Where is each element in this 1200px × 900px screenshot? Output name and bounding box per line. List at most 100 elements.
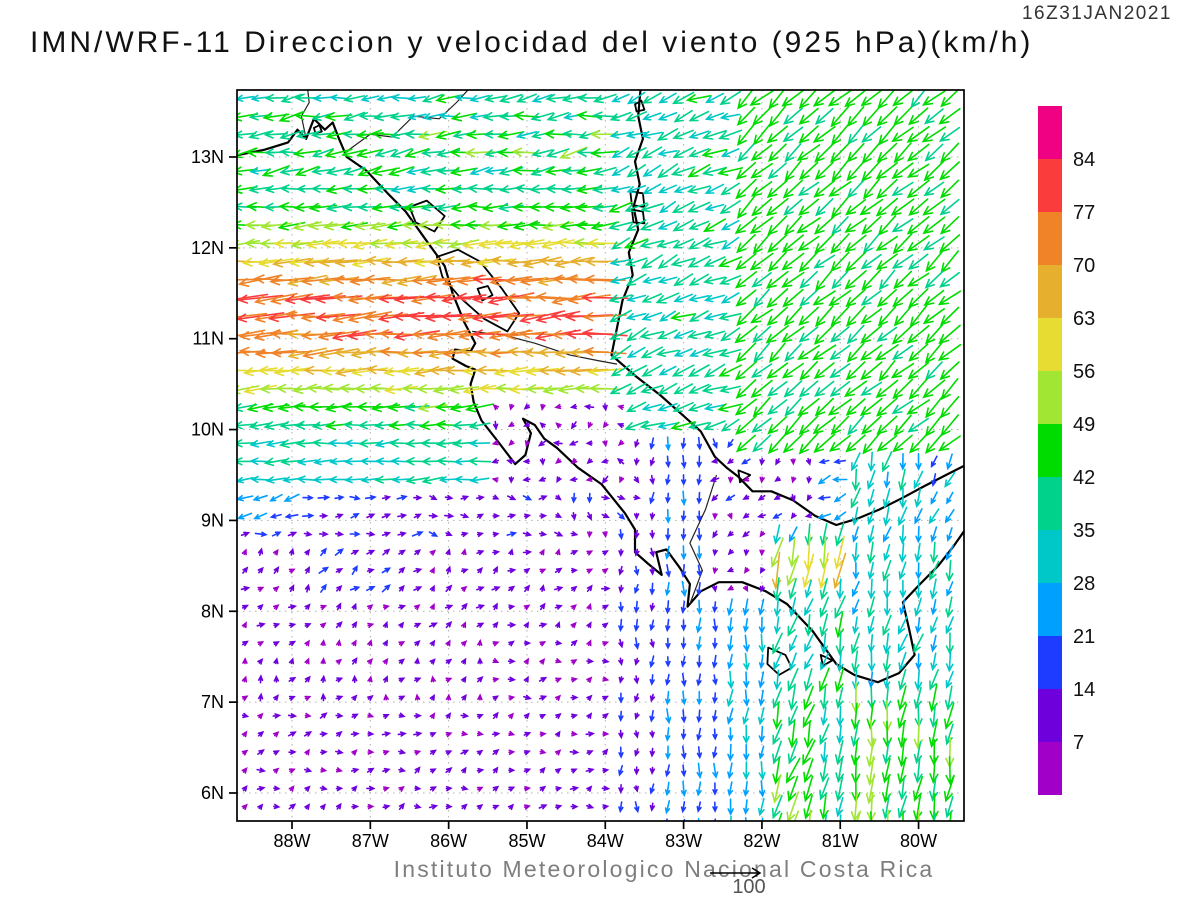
wind-arrow xyxy=(727,635,734,652)
wind-arrow xyxy=(922,379,946,399)
wind-arrow xyxy=(712,549,718,557)
wind-arrow xyxy=(530,166,555,176)
wind-arrow xyxy=(414,785,422,791)
y-axis-label: 12N xyxy=(191,238,224,258)
wind-arrow xyxy=(586,676,593,683)
wind-arrow xyxy=(703,330,726,339)
wind-arrow xyxy=(734,271,757,289)
wind-arrow xyxy=(913,470,924,490)
wind-arrow xyxy=(387,166,415,177)
wind-arrow xyxy=(626,185,646,194)
wind-arrow xyxy=(796,144,821,161)
wind-arrow xyxy=(703,363,726,378)
wind-arrow xyxy=(859,198,884,216)
wind-arrow xyxy=(367,804,375,810)
colorbar-label: 14 xyxy=(1073,679,1095,701)
wind-arrow xyxy=(434,402,462,412)
wind-arrow xyxy=(804,614,813,637)
wind-arrow xyxy=(290,239,324,249)
wind-arrow xyxy=(736,233,756,254)
wind-arrow xyxy=(273,674,280,683)
wind-arrow xyxy=(812,290,836,306)
wind-arrow xyxy=(656,239,679,249)
wind-arrow xyxy=(851,682,861,714)
wind-arrow xyxy=(657,254,678,269)
wind-arrow xyxy=(639,239,665,249)
wind-arrow xyxy=(814,397,834,417)
wind-arrow xyxy=(718,129,743,140)
wind-arrow xyxy=(681,709,687,724)
wind-arrow xyxy=(930,526,938,543)
wind-arrow xyxy=(476,550,485,556)
wind-arrow xyxy=(237,476,254,484)
wind-arrow xyxy=(803,720,814,749)
wind-arrow xyxy=(625,382,647,395)
wind-arrow xyxy=(788,685,798,711)
wind-arrow xyxy=(279,130,304,140)
wind-arrow xyxy=(319,803,327,811)
wind-arrow xyxy=(773,597,781,618)
wind-arrow xyxy=(767,251,787,272)
wind-arrow xyxy=(701,384,728,394)
wind-arrow xyxy=(625,219,647,232)
wind-arrow xyxy=(397,731,407,737)
wind-arrow xyxy=(319,513,329,519)
wind-arrow xyxy=(634,693,640,703)
wind-arrow xyxy=(508,439,515,446)
wind-arrow xyxy=(492,404,500,411)
wind-arrow xyxy=(304,548,311,556)
wind-arrow xyxy=(735,342,757,363)
wind-arrow xyxy=(351,749,358,756)
wind-arrow xyxy=(250,94,270,102)
wind-arrow xyxy=(665,528,671,542)
wind-arrow xyxy=(539,766,546,774)
wind-arrow xyxy=(523,712,530,719)
wind-arrow xyxy=(618,746,624,759)
wind-arrow xyxy=(396,274,438,287)
wind-arrow xyxy=(429,768,437,774)
wind-arrow xyxy=(727,670,735,690)
wind-arrow xyxy=(892,232,913,255)
colorbar-segment xyxy=(1038,742,1062,795)
wind-arrow xyxy=(860,325,883,344)
wind-arrow xyxy=(749,90,774,106)
wind-arrow xyxy=(602,748,609,756)
wind-arrow xyxy=(639,202,664,213)
wind-arrow xyxy=(320,767,328,773)
wind-arrow xyxy=(492,494,500,500)
wind-arrow xyxy=(720,148,740,157)
colorbar-label: 49 xyxy=(1073,414,1095,436)
wind-arrow xyxy=(601,494,611,501)
wind-arrow xyxy=(930,634,937,653)
wind-arrow xyxy=(356,148,384,159)
wind-arrow xyxy=(767,399,788,415)
wind-arrow xyxy=(626,91,646,105)
wind-arrow xyxy=(279,166,304,176)
wind-arrow xyxy=(712,762,719,779)
wind-arrow xyxy=(875,162,899,180)
wind-arrow xyxy=(322,383,355,393)
wind-arrow xyxy=(450,112,477,122)
wind-arrow xyxy=(468,439,491,448)
wind-arrow xyxy=(659,310,676,322)
wind-arrow xyxy=(404,148,430,158)
wind-arrow xyxy=(892,288,914,308)
wind-arrow xyxy=(907,272,930,287)
wind-arrow xyxy=(924,143,944,162)
wind-arrow xyxy=(876,415,898,435)
wind-arrow xyxy=(380,275,422,287)
wind-arrow xyxy=(818,667,830,693)
wind-arrow xyxy=(328,458,349,465)
wind-arrow xyxy=(237,312,268,318)
wind-arrow xyxy=(882,488,891,509)
wind-arrow xyxy=(382,620,388,628)
wind-arrow xyxy=(726,567,734,573)
wind-arrow xyxy=(555,677,563,683)
wind-arrow xyxy=(766,306,788,326)
wind-arrow xyxy=(507,495,517,501)
wind-arrow xyxy=(804,512,812,519)
wind-arrow xyxy=(554,403,562,410)
wind-arrow xyxy=(428,531,439,537)
wind-arrow xyxy=(461,730,469,737)
